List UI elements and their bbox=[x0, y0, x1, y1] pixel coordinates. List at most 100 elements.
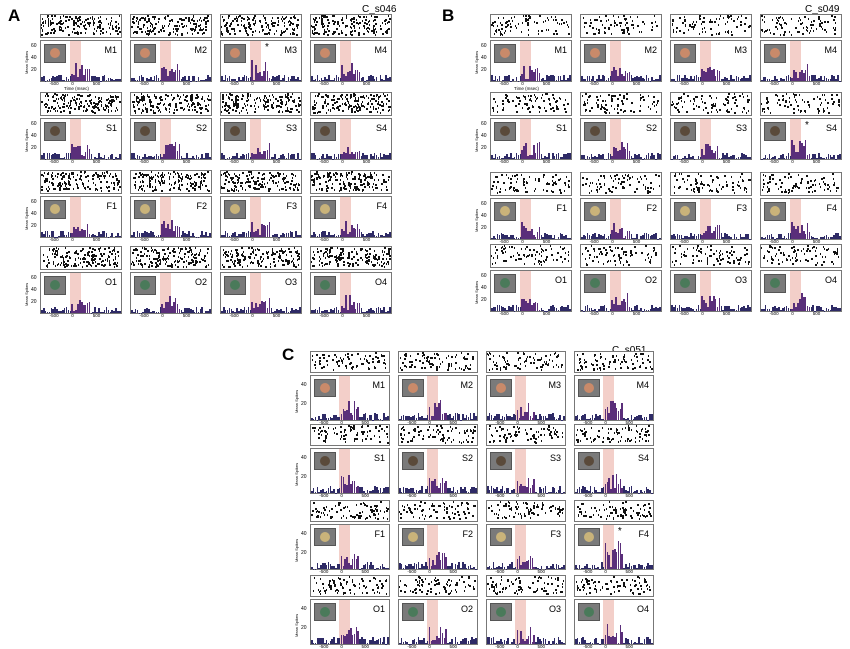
spike-tick bbox=[264, 107, 266, 110]
raster-plot-f2 bbox=[580, 172, 662, 196]
spike-tick bbox=[349, 19, 351, 22]
spike-tick bbox=[73, 188, 75, 191]
spike-tick bbox=[75, 102, 78, 105]
spike-tick bbox=[242, 171, 244, 174]
spike-tick bbox=[291, 93, 293, 96]
spike-tick bbox=[520, 174, 522, 177]
spike-tick bbox=[226, 28, 229, 31]
spike-tick bbox=[242, 17, 245, 20]
spike-tick bbox=[277, 17, 280, 20]
spike-tick bbox=[652, 187, 654, 190]
y-tick-label: 60 bbox=[31, 199, 37, 205]
spike-tick bbox=[239, 263, 241, 266]
spike-tick bbox=[620, 180, 623, 183]
spike-tick bbox=[51, 181, 53, 184]
spike-tick bbox=[67, 19, 70, 22]
psth-bar bbox=[171, 68, 173, 81]
spike-tick bbox=[762, 186, 764, 189]
spike-tick bbox=[610, 191, 613, 194]
spike-tick bbox=[182, 265, 184, 268]
spike-tick bbox=[643, 174, 646, 177]
spike-tick bbox=[258, 97, 260, 100]
spike-tick bbox=[46, 189, 49, 192]
thumb-shape bbox=[50, 204, 60, 214]
spike-tick bbox=[348, 108, 350, 111]
spike-tick bbox=[51, 177, 54, 180]
spike-tick bbox=[78, 102, 80, 105]
spike-tick bbox=[79, 25, 81, 28]
spike-tick bbox=[158, 110, 160, 113]
spike-tick bbox=[517, 22, 519, 25]
spike-tick bbox=[384, 22, 386, 25]
spike-tick bbox=[249, 181, 252, 184]
spike-tick bbox=[64, 247, 66, 250]
food-icon bbox=[764, 202, 786, 221]
spike-tick bbox=[496, 181, 499, 184]
spike-tick bbox=[789, 97, 791, 100]
spike-tick bbox=[313, 184, 316, 187]
spike-tick bbox=[815, 28, 817, 31]
spike-tick bbox=[289, 17, 292, 20]
spike-tick bbox=[505, 30, 507, 33]
spike-tick bbox=[144, 107, 146, 110]
spike-tick bbox=[104, 103, 106, 106]
spike-tick bbox=[191, 103, 194, 106]
spike-tick bbox=[137, 189, 139, 192]
spike-tick bbox=[286, 259, 289, 262]
spike-tick bbox=[93, 104, 96, 107]
psth-plot-s4: S4 * bbox=[760, 118, 842, 160]
psth-bar bbox=[207, 152, 209, 159]
psth-bar bbox=[174, 141, 177, 159]
y-tick-label: 40 bbox=[31, 133, 37, 139]
spike-tick bbox=[57, 105, 59, 108]
psth-bar bbox=[146, 156, 148, 159]
spike-tick bbox=[342, 98, 343, 101]
spike-tick bbox=[141, 17, 144, 20]
spike-tick bbox=[493, 24, 495, 27]
spike-tick bbox=[730, 176, 732, 179]
spike-tick bbox=[546, 190, 549, 193]
spike-tick bbox=[256, 96, 258, 99]
spike-tick bbox=[51, 15, 54, 18]
spike-tick bbox=[89, 16, 91, 19]
spike-tick bbox=[135, 31, 138, 34]
spike-tick bbox=[50, 32, 53, 35]
snake-icon bbox=[494, 122, 516, 141]
spike-tick bbox=[325, 16, 328, 19]
psth-bar bbox=[209, 232, 211, 237]
spike-tick bbox=[258, 180, 260, 183]
spike-tick bbox=[362, 96, 365, 99]
spike-tick bbox=[586, 102, 588, 105]
spike-tick bbox=[377, 101, 379, 104]
spike-tick bbox=[373, 249, 375, 252]
spike-tick bbox=[251, 262, 254, 265]
spike-tick bbox=[174, 28, 177, 31]
psth-bar bbox=[157, 77, 160, 81]
spike-tick bbox=[41, 33, 44, 36]
spike-tick bbox=[137, 176, 140, 179]
spike-tick bbox=[647, 187, 650, 190]
spike-tick bbox=[679, 173, 681, 176]
spike-tick bbox=[315, 24, 318, 27]
spike-tick bbox=[236, 17, 238, 20]
spike-tick bbox=[341, 94, 343, 97]
spike-tick bbox=[160, 29, 162, 32]
spike-tick bbox=[567, 103, 570, 106]
spike-tick bbox=[199, 249, 201, 252]
spike-tick bbox=[555, 100, 558, 103]
spike-tick bbox=[784, 31, 787, 34]
raster-plot-m4 bbox=[310, 14, 392, 38]
spike-tick bbox=[837, 186, 840, 189]
spike-tick bbox=[116, 26, 117, 29]
spike-tick bbox=[381, 189, 383, 192]
spike-tick bbox=[234, 29, 236, 32]
spike-tick bbox=[368, 186, 370, 189]
spike-tick bbox=[238, 189, 240, 192]
spike-tick bbox=[365, 22, 367, 25]
spike-tick bbox=[354, 111, 357, 114]
x-tick-label: -500 bbox=[770, 81, 779, 86]
x-tick-label: 0 bbox=[611, 81, 614, 86]
spike-tick bbox=[336, 106, 339, 109]
spike-tick bbox=[538, 111, 540, 114]
spike-tick bbox=[365, 108, 368, 111]
